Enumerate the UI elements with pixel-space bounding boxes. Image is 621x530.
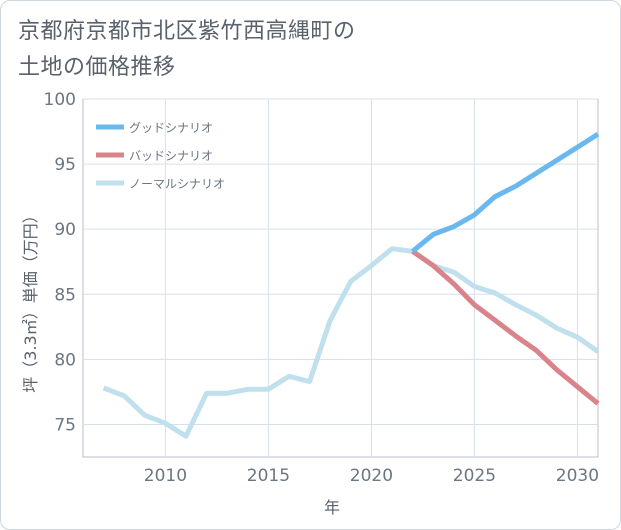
chart-title-line-1: 京都府京都市北区紫竹西高縄町の: [18, 19, 356, 44]
y-axis-label: 坪（3.3㎡）単価（万円）: [21, 207, 40, 392]
chart-title: 京都府京都市北区紫竹西高縄町の 土地の価格推移: [18, 14, 578, 86]
x-tick-label: 2015: [247, 466, 290, 486]
y-tick-label: 80: [54, 350, 76, 370]
legend-label-0: グッドシナリオ: [129, 121, 213, 135]
y-tick-label: 90: [54, 220, 76, 240]
x-tick-label: 2020: [350, 466, 393, 486]
series-line-0: [411, 131, 600, 254]
series-line-2: [102, 246, 600, 439]
chart-title-line-2: 土地の価格推移: [18, 55, 176, 80]
y-tick-label: 95: [54, 155, 76, 175]
x-axis-label: 年: [324, 498, 340, 517]
x-tick-label: 2025: [453, 466, 496, 486]
series-lines: [102, 131, 600, 439]
series-line-1: [411, 249, 600, 406]
x-tick-label: 2010: [144, 466, 187, 486]
y-tick-label: 75: [54, 415, 76, 435]
legend-label-2: ノーマルシナリオ: [129, 177, 225, 191]
grid-lines: [83, 98, 598, 457]
y-axis-ticks: 75 80 85 90 95 100: [44, 90, 76, 435]
y-tick-label: 100: [44, 90, 76, 110]
legend-label-1: バッドシナリオ: [129, 149, 213, 163]
x-tick-label: 2030: [556, 466, 599, 486]
plot-area: [82, 98, 599, 458]
x-axis-ticks: 2010 2015 2020 2025 2030: [144, 466, 599, 486]
y-tick-label: 85: [54, 285, 76, 305]
